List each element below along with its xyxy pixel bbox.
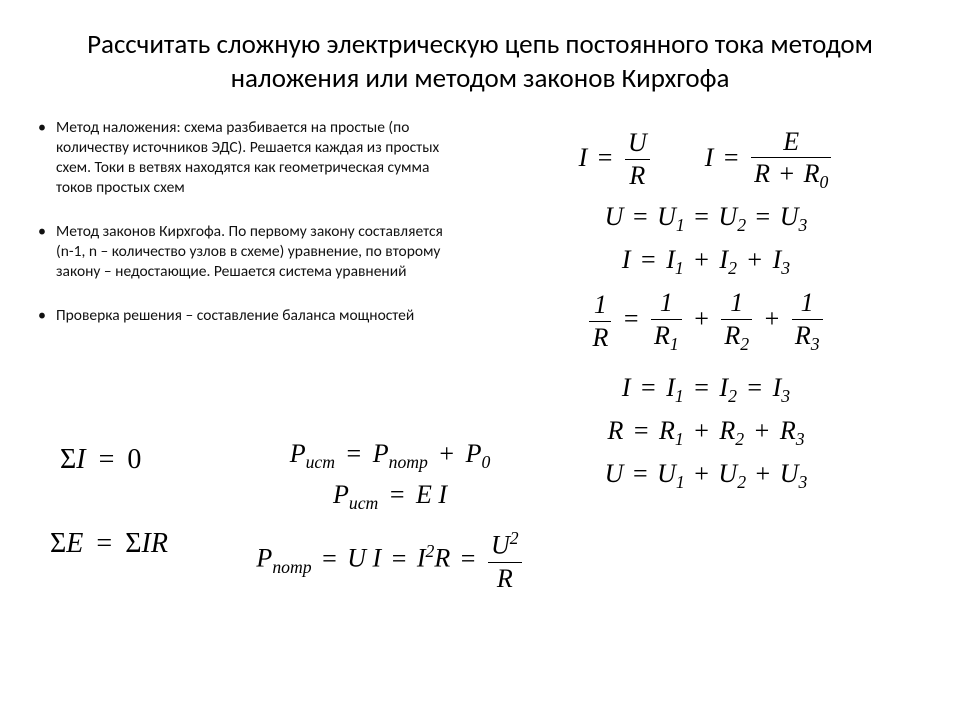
fraction-U-over-R: U R: [625, 128, 650, 191]
bullet-item: Метод законов Кирхгофа. По первому закон…: [38, 222, 460, 282]
parallel-voltage: U = U1 = U2 = U3: [490, 202, 922, 236]
slide-title: Рассчитать сложную электрическую цепь по…: [0, 0, 960, 106]
equals: =: [598, 143, 613, 172]
series-current: I = I1 = I2 = I3: [490, 373, 922, 407]
power-balance: Pист = Pпотр + P0: [250, 439, 530, 473]
power-consumption: Pпотр = U I = I2R = U2 R: [250, 528, 530, 593]
var-I: I: [579, 143, 588, 172]
equals: =: [724, 143, 739, 172]
series-resistance: R = R1 + R2 + R3: [490, 416, 922, 450]
formulas-column: I = U R I = E R + R0 U = U1 =: [480, 118, 922, 503]
bullet-list: Метод наложения: схема разбивается на пр…: [38, 118, 460, 327]
var-I: I: [705, 143, 714, 172]
bullet-item: Проверка решения – составление баланса м…: [38, 306, 460, 326]
denominator: R: [625, 160, 650, 191]
ohms-law-row: I = U R I = E R + R0: [490, 127, 922, 193]
numerator: E: [751, 127, 831, 159]
series-voltage: U = U1 + U2 + U3: [490, 459, 922, 493]
fraction-E-over-RR0: E R + R0: [751, 127, 831, 193]
numerator: U: [625, 128, 650, 160]
bullet-item: Метод наложения: схема разбивается на пр…: [38, 118, 460, 199]
power-balance-block: Pист = Pпотр + P0 Pист = E I Pпотр = U I…: [250, 432, 530, 601]
power-source: Pист = E I: [250, 480, 530, 514]
parallel-resistance: 1R = 1R1 + 1R2 + 1R3: [490, 288, 922, 354]
parallel-current: I = I1 + I2 + I3: [490, 245, 922, 279]
kirchhoff-voltage-law: ΣE = ΣIR: [50, 528, 168, 560]
denominator: R + R0: [751, 158, 831, 193]
kirchhoff-current-law: ΣI = 0: [60, 444, 141, 476]
